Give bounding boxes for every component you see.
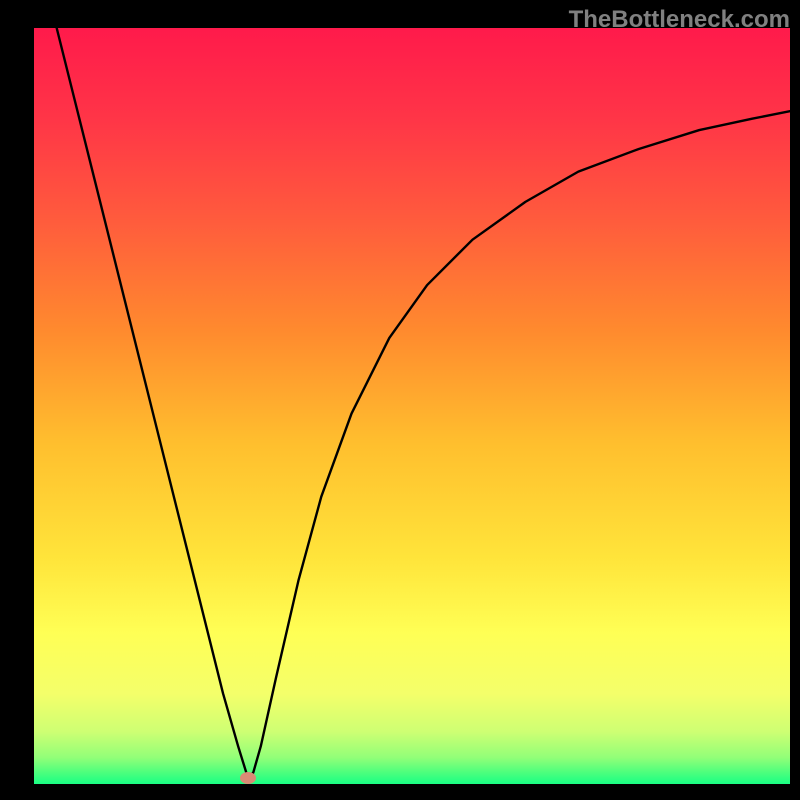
optimum-marker: [240, 772, 256, 784]
curve-svg: [34, 28, 790, 784]
bottleneck-curve: [57, 28, 790, 778]
chart-container: TheBottleneck.com: [0, 0, 800, 800]
watermark-text: TheBottleneck.com: [569, 6, 790, 34]
plot-area: [34, 28, 790, 784]
